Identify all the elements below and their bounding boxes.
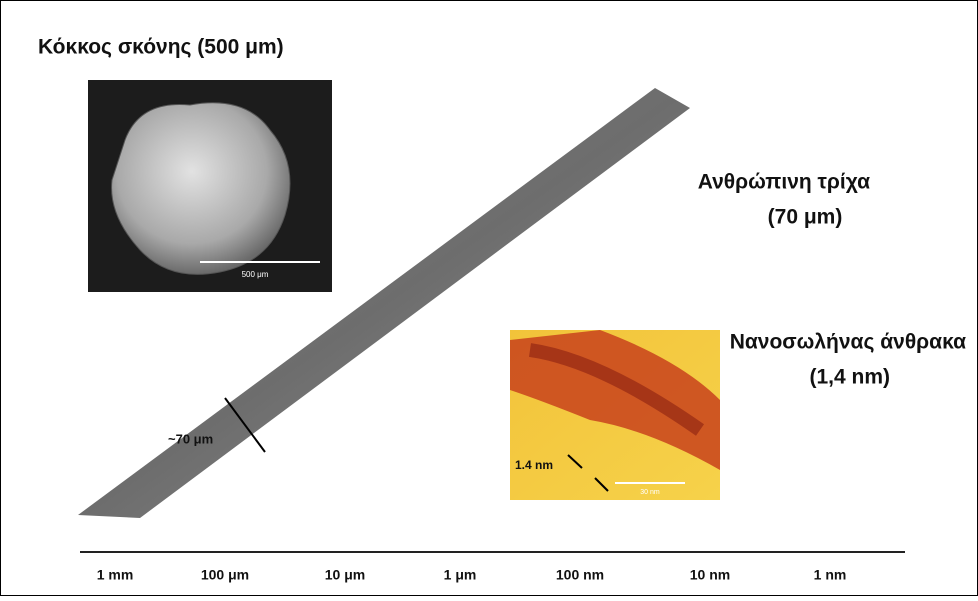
scale-tick-label: 10 μm	[325, 567, 365, 583]
scale-tick-label: 1 nm	[814, 567, 847, 583]
scale-tick-label: 100 nm	[556, 567, 604, 583]
scale-tick-label: 10 nm	[690, 567, 730, 583]
nanotube-scale-label: 30 nm	[640, 489, 660, 496]
dust-scale-label: 500 μm	[242, 270, 269, 279]
scale-tick-label: 100 μm	[201, 567, 249, 583]
dust-label: Κόκκος σκόνης (500 μm)	[38, 36, 284, 59]
hair-size: (70 μm)	[768, 206, 843, 229]
scale-tick-label: 1 μm	[444, 567, 477, 583]
nanotube-label: Νανοσωλήνας άνθρακα	[730, 331, 966, 354]
figure: Κόκκος σκόνης (500 μm) 500 μm ~70 μm Ανθ…	[0, 0, 978, 596]
hair-width-label: ~70 μm	[168, 431, 213, 446]
hair-label: Ανθρώπινη τρίχα	[698, 171, 870, 194]
nanotube-width-label: 1.4 nm	[515, 458, 553, 472]
nanotube-size: (1,4 nm)	[809, 366, 890, 389]
scale-tick-label: 1 mm	[97, 567, 134, 583]
dust-image: 500 μm	[88, 80, 332, 292]
nanotube-image: 1.4 nm 30 nm	[510, 330, 720, 500]
